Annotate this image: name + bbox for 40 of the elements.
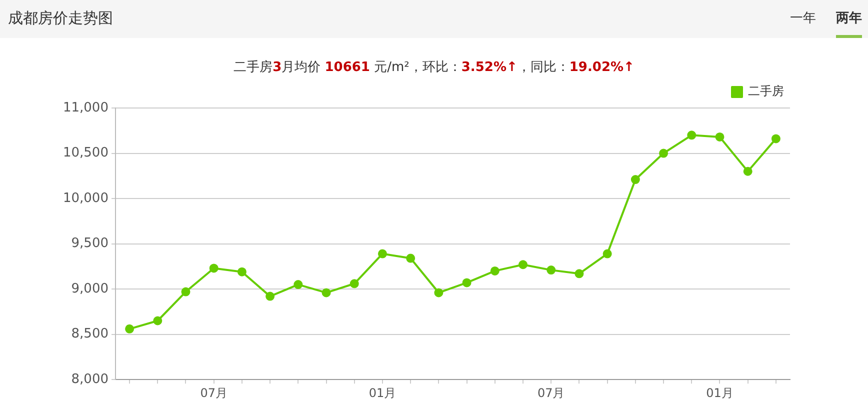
point	[602, 249, 612, 258]
point	[153, 316, 162, 326]
y-tick-label: 10,000	[62, 190, 108, 206]
point	[181, 287, 190, 296]
point	[350, 279, 359, 288]
point	[434, 288, 444, 298]
y-tick-label: 10,500	[62, 146, 108, 161]
point	[125, 324, 134, 334]
y-tick-label: 9,000	[71, 281, 108, 296]
x-tick-label: 07月	[537, 386, 565, 400]
y-tick-label: 11,000	[62, 100, 108, 116]
point	[237, 267, 246, 276]
y-tick-label: 8,500	[71, 326, 108, 342]
point	[574, 269, 584, 278]
legend-label: 二手房	[748, 84, 784, 98]
chart-subtitle: 二手房3月均价 10661 元/m²，环比：3.52%↑，同比：19.02%↑	[234, 60, 634, 75]
y-tick-label: 9,500	[71, 236, 108, 252]
point	[659, 148, 668, 158]
point	[743, 166, 752, 176]
x-tick-label: 01月	[368, 386, 396, 400]
point	[406, 254, 416, 263]
point	[266, 292, 275, 301]
point	[687, 130, 696, 140]
point	[715, 132, 724, 142]
point	[630, 175, 640, 184]
x-tick-label: 01月	[706, 386, 734, 400]
x-tick-label: 07月	[200, 386, 228, 400]
point	[546, 266, 556, 275]
point	[209, 264, 218, 273]
point	[462, 278, 472, 288]
point	[490, 266, 500, 276]
chart-title: 成都房价走势图	[8, 9, 113, 28]
point	[518, 260, 528, 270]
y-tick-label: 8,000	[71, 372, 108, 387]
point	[378, 249, 387, 258]
text: 两年	[836, 9, 862, 38]
text: 一年	[790, 10, 816, 27]
point	[294, 280, 303, 290]
point	[771, 134, 780, 144]
point	[322, 288, 331, 298]
